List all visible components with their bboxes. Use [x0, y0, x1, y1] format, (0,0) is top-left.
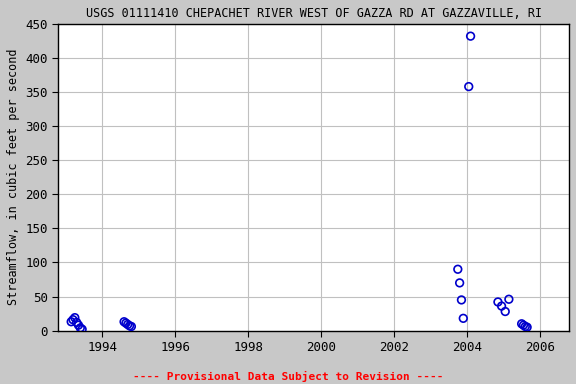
Point [458, 315, 468, 321]
Point [493, 299, 502, 305]
Point [127, 323, 136, 329]
Point [119, 319, 128, 325]
Title: USGS 01111410 CHEPACHET RIVER WEST OF GAZZA RD AT GAZZAVILLE, RI: USGS 01111410 CHEPACHET RIVER WEST OF GA… [86, 7, 542, 20]
Point [67, 319, 76, 325]
Point [521, 323, 530, 329]
Y-axis label: Streamflow, in cubic feet per second: Streamflow, in cubic feet per second [7, 49, 20, 306]
Point [504, 296, 513, 302]
Text: ---- Provisional Data Subject to Revision ----: ---- Provisional Data Subject to Revisio… [132, 371, 444, 382]
Point [457, 297, 466, 303]
Point [78, 326, 87, 332]
Point [455, 280, 464, 286]
Point [517, 321, 526, 327]
Point [125, 323, 134, 329]
Point [75, 325, 85, 331]
Point [519, 322, 528, 328]
Point [122, 320, 131, 326]
Point [466, 33, 475, 39]
Point [69, 317, 78, 323]
Point [70, 314, 79, 321]
Point [464, 84, 473, 90]
Point [522, 324, 532, 330]
Point [72, 319, 81, 326]
Point [501, 308, 510, 314]
Point [74, 322, 83, 328]
Point [453, 266, 463, 272]
Point [497, 303, 506, 309]
Point [123, 321, 132, 328]
